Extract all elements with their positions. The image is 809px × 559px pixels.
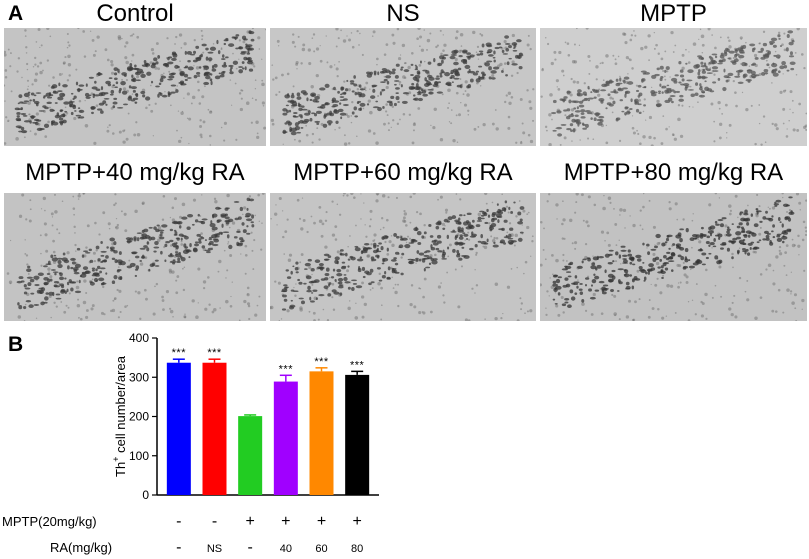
bar — [202, 362, 227, 495]
significance-label: *** — [350, 359, 365, 371]
significance-label: *** — [172, 347, 187, 359]
condition-value: - — [176, 513, 181, 530]
micrograph-title: MPTP+40 mg/kg RA — [25, 159, 245, 186]
condition-value: + — [245, 513, 254, 530]
y-tick-label: 0 — [142, 488, 149, 502]
bar — [273, 381, 298, 495]
condition-value: - — [176, 539, 181, 556]
micrograph-title: MPTP — [640, 0, 707, 27]
micrograph-image — [540, 193, 807, 321]
bar — [309, 371, 334, 495]
condition-value: + — [281, 513, 290, 530]
condition-value: - — [212, 513, 217, 530]
y-tick-label: 200 — [129, 410, 149, 424]
micrograph-title: Control — [96, 0, 174, 27]
condition-value: 60 — [315, 543, 327, 555]
y-tick-label: 300 — [129, 370, 149, 384]
micrograph-title: MPTP+80 mg/kg RA — [563, 159, 784, 186]
bar — [345, 374, 370, 495]
condition-value: NS — [207, 543, 222, 555]
condition-value: 40 — [280, 543, 292, 555]
panel-a-label: A — [8, 2, 24, 25]
condition-value: + — [317, 513, 326, 530]
significance-label: *** — [207, 347, 222, 359]
micrograph-title: MPTP+60 mg/kg RA — [293, 159, 513, 186]
bar — [166, 362, 191, 495]
condition-label: MPTP(20mg/kg) — [2, 514, 97, 529]
condition-label: RA(mg/kg) — [50, 540, 112, 555]
condition-value: 80 — [351, 543, 363, 555]
micrograph-image — [4, 193, 266, 321]
condition-value: - — [248, 539, 253, 556]
y-axis-label: Th+ cell number/area — [111, 355, 128, 477]
micrograph-image — [4, 28, 266, 146]
condition-value: + — [352, 513, 361, 530]
micrograph-title: NS — [386, 0, 420, 27]
bar — [238, 416, 263, 495]
panel-b-label: B — [8, 333, 24, 356]
y-tick-label: 100 — [129, 449, 149, 463]
y-tick-label: 400 — [129, 331, 149, 345]
micrograph-image — [270, 28, 536, 146]
micrograph-image — [270, 193, 536, 321]
micrograph-image — [540, 28, 807, 146]
significance-label: *** — [314, 356, 329, 368]
significance-label: *** — [279, 363, 294, 375]
